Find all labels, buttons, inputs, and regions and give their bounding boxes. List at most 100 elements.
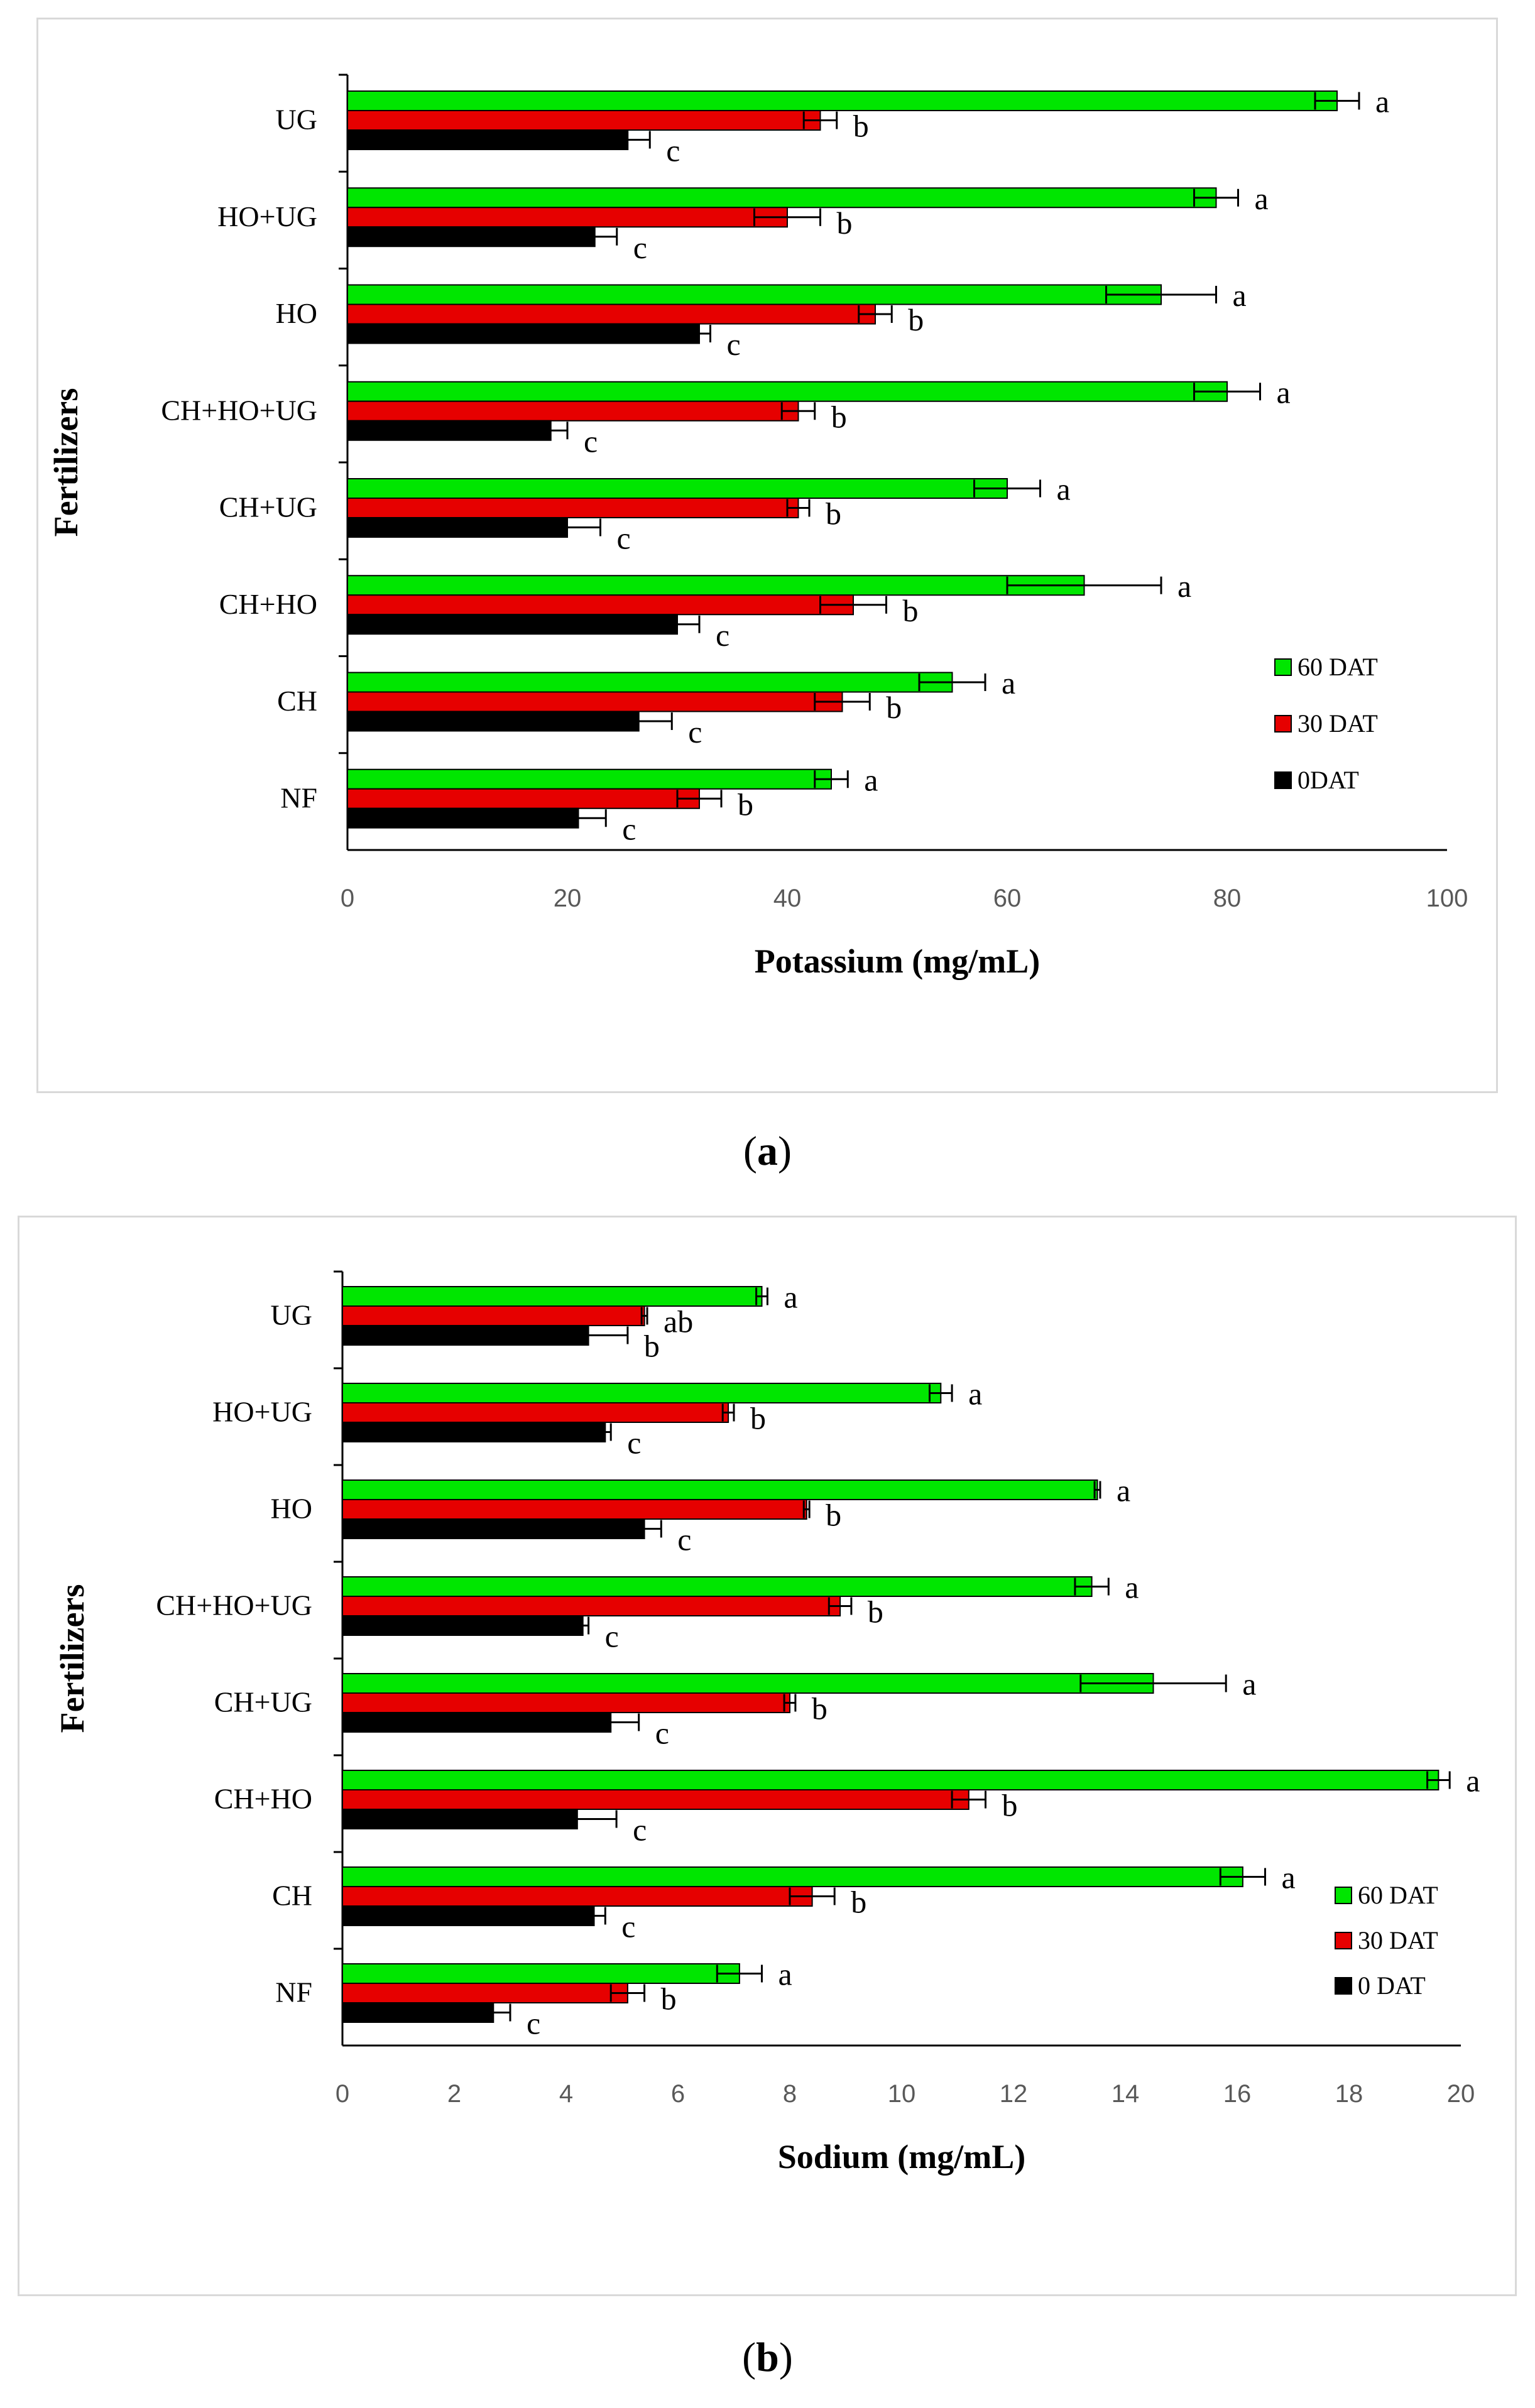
category-label: CH — [277, 685, 317, 717]
bar — [347, 614, 678, 635]
x-tick-label: 10 — [888, 2080, 916, 2108]
legend-label: 60 DAT — [1358, 1881, 1438, 1909]
significance-label: b — [826, 1498, 841, 1533]
significance-label: c — [716, 618, 729, 653]
figure-caption-a: (a) — [743, 1128, 792, 1174]
x-tick-label: 0 — [336, 2080, 349, 2108]
significance-label: c — [621, 1909, 635, 1944]
bar — [347, 226, 596, 248]
bar — [342, 1770, 1439, 1790]
bar — [342, 1596, 841, 1616]
legend-swatch — [1335, 1977, 1352, 1995]
bar — [347, 420, 552, 441]
significance-label: a — [784, 1280, 797, 1315]
bar — [347, 807, 579, 829]
bar — [342, 1712, 612, 1733]
bar — [342, 1325, 589, 1346]
significance-label: b — [644, 1329, 660, 1364]
category-label: UG — [276, 104, 317, 136]
significance-label: a — [864, 762, 878, 797]
caption-letter-b: b — [756, 2334, 779, 2380]
bar — [342, 1673, 1154, 1694]
significance-label: a — [1375, 84, 1389, 119]
caption-letter-a: a — [757, 1128, 778, 1174]
significance-label: b — [826, 496, 841, 531]
x-tick-label: 6 — [671, 2080, 685, 2108]
bar — [342, 1422, 606, 1442]
significance-label: b — [661, 1981, 677, 2017]
significance-label: c — [688, 714, 702, 749]
bar — [347, 187, 1217, 209]
bar — [347, 788, 700, 809]
significance-label: a — [1466, 1763, 1480, 1799]
significance-label: b — [837, 205, 853, 241]
y-axis-title: Fertilizers — [53, 1584, 91, 1733]
bar — [347, 400, 799, 422]
bar — [347, 575, 1085, 596]
potassium-chart-panel: 0 20 40 60 80 100 Potassium (mg/mL) Fertilizers… — [36, 18, 1498, 1093]
significance-label: b — [812, 1691, 828, 1726]
bar — [347, 323, 700, 344]
sodium-chart-panel: 0 2 4 6 8 10 12 14 16 18 20 Sodium (mg/mL) Fertilize… — [18, 1216, 1517, 2296]
significance-label: c — [605, 1619, 619, 1654]
bar — [347, 498, 799, 518]
category-label: CH+HO — [214, 1783, 312, 1815]
legend-swatch — [1335, 1887, 1352, 1904]
significance-label: b — [831, 399, 847, 434]
bar — [342, 1963, 740, 1984]
x-tick-label: 20 — [1447, 2080, 1475, 2108]
significance-label: c — [584, 423, 598, 459]
significance-label: a — [1242, 1667, 1256, 1702]
bar — [347, 768, 832, 790]
legend-label: 30 DAT — [1297, 709, 1378, 738]
bar — [342, 1402, 729, 1423]
significance-label: c — [677, 1522, 691, 1557]
legend-label: 60 DAT — [1297, 653, 1378, 681]
bar — [342, 1983, 628, 2003]
significance-label: c — [527, 2006, 540, 2041]
bar — [347, 711, 640, 732]
legend-swatch — [1335, 1932, 1352, 1949]
bar — [342, 1479, 1098, 1500]
category-label: HO — [271, 1493, 312, 1525]
bar — [342, 1866, 1243, 1887]
legend-label: 0DAT — [1297, 766, 1359, 794]
bar — [347, 90, 1338, 111]
bar — [342, 1286, 763, 1307]
significance-label: b — [738, 787, 753, 822]
legend-swatch — [1274, 771, 1292, 789]
category-label: HO+UG — [212, 1396, 312, 1428]
bar — [342, 1518, 645, 1539]
significance-label: a — [1255, 181, 1269, 216]
bar — [342, 1305, 645, 1326]
bar — [347, 691, 843, 712]
category-label: UG — [271, 1299, 312, 1331]
bar — [342, 2002, 494, 2023]
significance-label: b — [1002, 1788, 1018, 1823]
significance-label: ab — [664, 1304, 693, 1339]
bar — [347, 478, 1008, 499]
bar — [347, 672, 953, 693]
x-tick-label: 4 — [559, 2080, 573, 2108]
significance-label: c — [633, 230, 647, 265]
category-label: CH+HO+UG — [156, 1589, 312, 1621]
x-tick-label: 80 — [1213, 885, 1242, 912]
category-label: CH+UG — [219, 491, 317, 523]
significance-label: a — [1057, 472, 1071, 507]
bar — [342, 1886, 813, 1907]
bar — [342, 1615, 584, 1636]
sodium-chart: 0 2 4 6 8 10 12 14 16 18 20 Sodium (mg/mL) Fertilize… — [53, 1270, 1480, 2176]
x-axis-title: Potassium (mg/mL) — [755, 942, 1040, 980]
bar — [342, 1905, 595, 1926]
significance-label: b — [908, 302, 924, 337]
bar — [347, 303, 876, 325]
x-tick-label: 16 — [1223, 2080, 1252, 2108]
legend-swatch — [1274, 715, 1292, 733]
significance-label: b — [853, 109, 869, 144]
significance-label: c — [655, 1716, 669, 1751]
category-label: CH+UG — [214, 1686, 312, 1718]
bar — [347, 517, 568, 538]
bar — [342, 1499, 807, 1520]
bar — [347, 594, 854, 616]
significance-label: a — [1277, 374, 1291, 410]
